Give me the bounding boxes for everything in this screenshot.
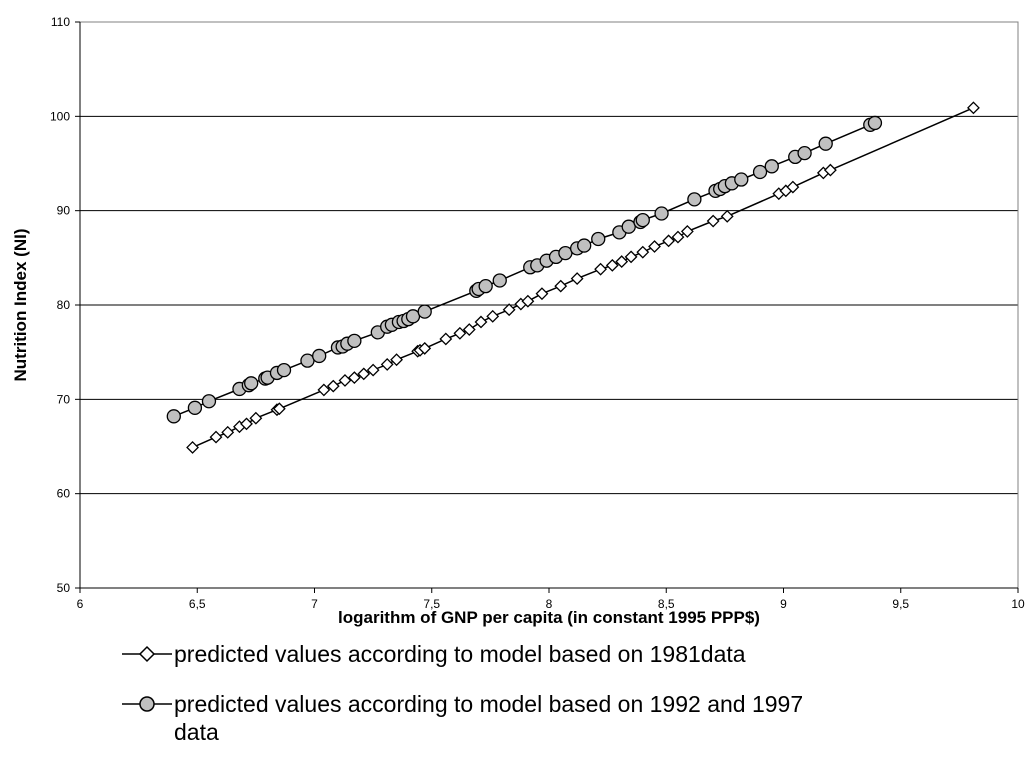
data-point-circle <box>764 159 779 174</box>
chart: 50 60 70 80 90 100 110 6 6,5 7 7,5 8 8,5 9 9,5 10 loga… <box>11 15 1025 627</box>
data-point-circle <box>244 376 259 391</box>
y-tick-label: 60 <box>57 487 71 501</box>
data-point-circle <box>492 273 507 288</box>
data-point-circle <box>201 394 217 409</box>
data-point-diamond <box>624 250 638 264</box>
y-gridlines <box>80 115 1018 495</box>
data-point-diamond <box>249 411 263 425</box>
data-point-circle <box>752 164 768 180</box>
data-point-circle <box>687 192 702 207</box>
data-point-circle <box>312 348 327 364</box>
x-tick-label: 8,5 <box>658 597 675 611</box>
data-point-diamond <box>347 371 361 385</box>
series-line <box>192 107 974 449</box>
x-tick-label: 8 <box>546 597 553 611</box>
data-point-circle <box>635 212 650 228</box>
data-point-diamond <box>186 441 199 454</box>
data-point-diamond <box>338 374 352 387</box>
data-point-diamond <box>706 214 720 228</box>
series-layer <box>166 101 980 454</box>
y-tick-label: 110 <box>51 15 70 29</box>
data-point-diamond <box>221 425 235 439</box>
y-axis-title: Nutrition Index (NI) <box>11 229 30 382</box>
data-point-diamond <box>967 101 980 115</box>
diamond-marker-icon <box>122 645 172 663</box>
legend: predicted values according to model base… <box>120 640 840 768</box>
data-point-circle <box>187 400 203 415</box>
circle-marker-icon <box>122 696 172 712</box>
data-point-circle <box>734 172 749 187</box>
data-point-diamond <box>554 279 568 293</box>
y-tick-label: 100 <box>50 109 70 123</box>
data-point-diamond <box>502 303 516 317</box>
data-point-diamond <box>648 240 661 253</box>
legend-label-1981: predicted values according to model base… <box>174 641 746 667</box>
data-point-diamond <box>786 180 800 194</box>
data-point-diamond <box>357 367 371 381</box>
data-point-diamond <box>326 379 340 393</box>
data-point-diamond <box>209 430 223 444</box>
x-tick-label: 9 <box>780 597 787 611</box>
data-point-diamond <box>535 287 549 301</box>
legend-item-1992-1997: predicted values according to model base… <box>120 690 840 746</box>
x-tick-label: 7,5 <box>423 597 440 611</box>
x-axis-title: logarithm of GNP per capita (in constant… <box>338 608 760 627</box>
data-point-circle <box>478 278 493 294</box>
data-point-circle <box>166 409 181 424</box>
data-point-diamond <box>720 209 734 223</box>
data-point-circle <box>405 309 421 324</box>
data-point-diamond <box>474 315 488 329</box>
data-point-diamond <box>680 225 694 238</box>
data-point-diamond <box>272 402 286 416</box>
data-point-diamond <box>380 358 394 371</box>
data-point-circle <box>867 115 883 131</box>
data-point-circle <box>417 304 432 319</box>
x-tick-label: 6,5 <box>189 597 206 611</box>
data-point-circle <box>621 219 636 234</box>
data-point-diamond <box>570 272 584 286</box>
x-tick-label: 7 <box>311 597 318 611</box>
legend-item-1981: predicted values according to model base… <box>120 640 840 668</box>
data-point-diamond <box>636 245 650 259</box>
data-point-diamond <box>439 332 453 346</box>
y-axis: 50 60 70 80 90 100 110 <box>50 15 81 595</box>
data-point-diamond <box>594 262 608 276</box>
x-tick-label: 6 <box>77 597 84 611</box>
data-point-diamond <box>486 309 500 323</box>
series-2 <box>166 115 883 424</box>
data-point-diamond <box>418 341 432 355</box>
series-1 <box>186 101 980 454</box>
data-point-circle <box>797 145 812 161</box>
legend-label-1992-1997: predicted values according to model base… <box>174 691 804 745</box>
data-point-circle <box>577 238 592 253</box>
data-point-circle <box>347 333 362 348</box>
data-point-diamond <box>662 234 676 248</box>
data-point-diamond <box>317 383 331 397</box>
data-point-diamond <box>605 258 619 272</box>
x-tick-label: 10 <box>1011 597 1025 611</box>
y-tick-label: 80 <box>57 298 71 312</box>
y-tick-label: 50 <box>57 581 71 595</box>
x-axis: 6 6,5 7 7,5 8 8,5 9 9,5 10 <box>77 587 1025 611</box>
data-point-diamond <box>390 353 403 367</box>
data-point-diamond <box>462 323 476 336</box>
data-point-diamond <box>671 230 685 244</box>
data-point-diamond <box>521 294 535 308</box>
x-tick-label: 9,5 <box>892 597 909 611</box>
data-point-diamond <box>615 255 629 269</box>
data-point-circle <box>276 362 292 378</box>
data-point-diamond <box>240 417 253 431</box>
y-tick-label: 70 <box>57 392 71 406</box>
data-point-circle <box>558 245 573 261</box>
data-point-diamond <box>823 163 837 177</box>
y-tick-label: 90 <box>57 204 71 218</box>
data-point-circle <box>300 353 315 368</box>
data-point-diamond <box>453 326 467 340</box>
data-point-circle <box>591 231 606 247</box>
data-point-circle <box>818 136 833 151</box>
data-point-circle <box>654 206 669 221</box>
data-point-diamond <box>366 363 380 377</box>
